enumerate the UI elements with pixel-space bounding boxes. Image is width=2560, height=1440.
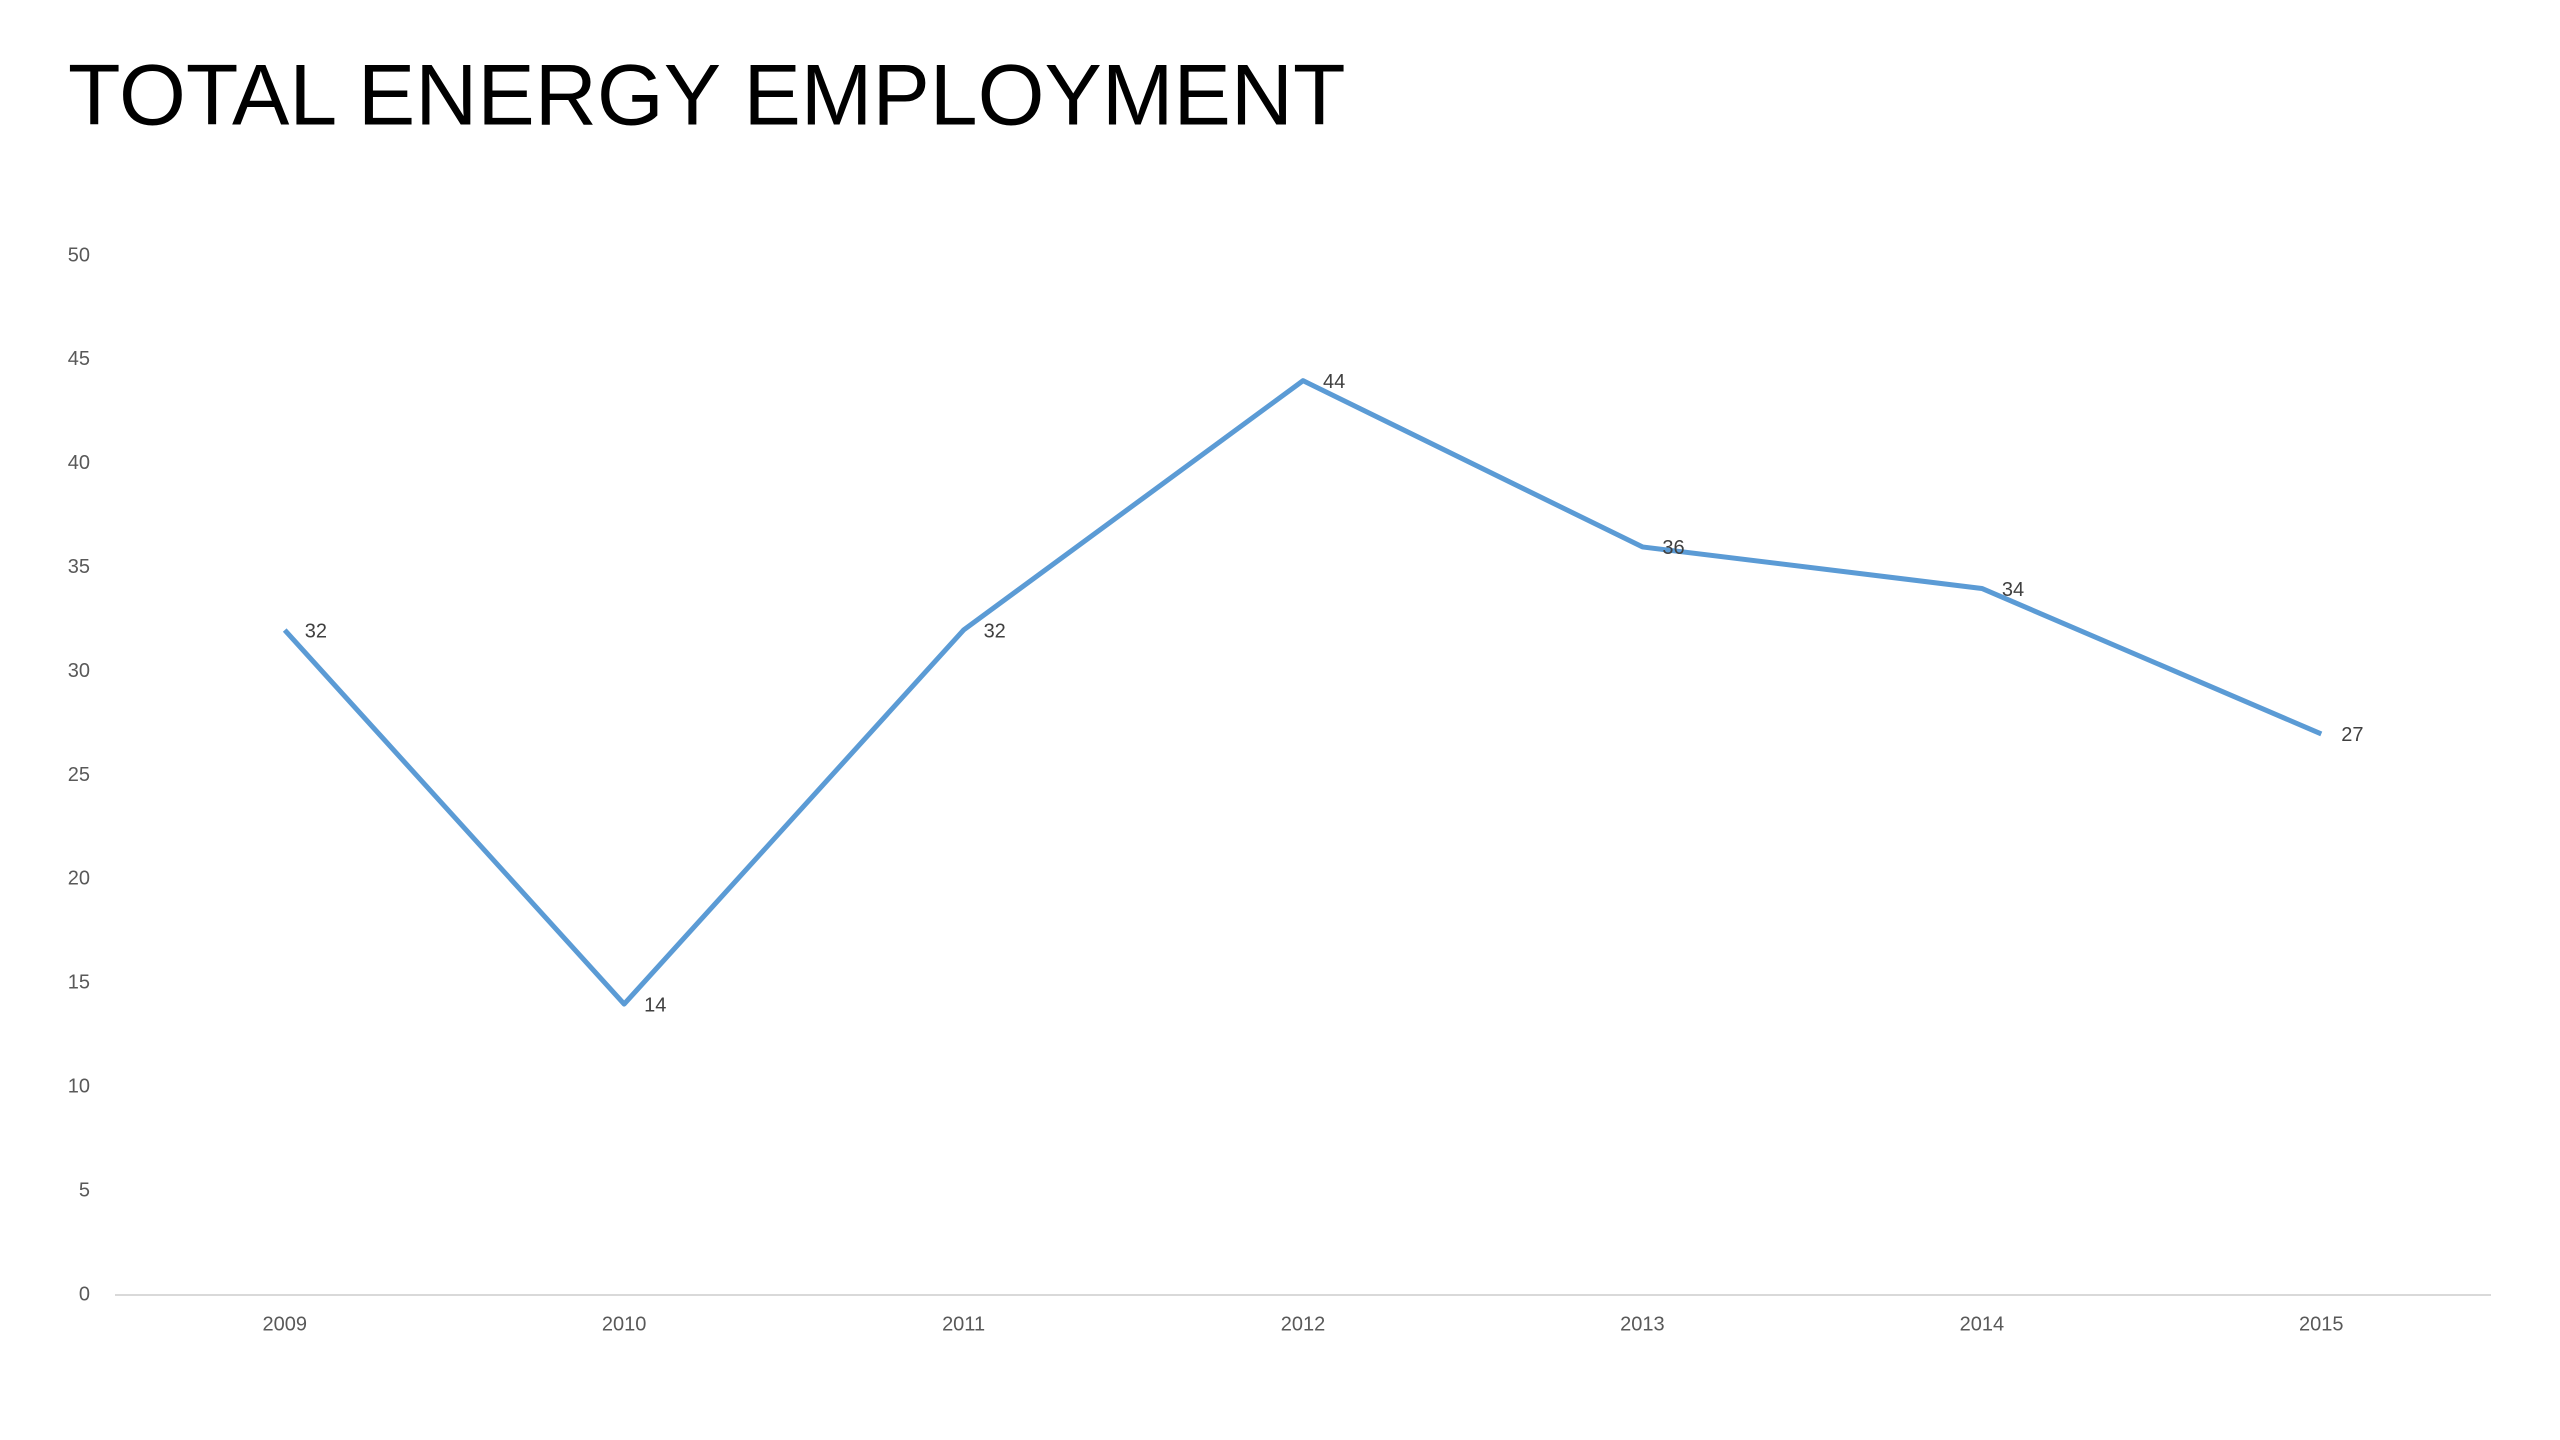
y-tick-label: 5 — [79, 1179, 90, 1201]
data-label: 32 — [305, 620, 327, 642]
y-tick-label: 50 — [68, 244, 90, 266]
y-tick-label: 20 — [68, 868, 90, 890]
data-label: 27 — [2341, 724, 2363, 746]
chart-title: TOTAL ENERGY EMPLOYMENT — [68, 48, 1346, 144]
x-tick-label: 2010 — [602, 1313, 647, 1335]
data-label: 32 — [984, 620, 1006, 642]
x-tick-label: 2013 — [1620, 1313, 1665, 1335]
y-tick-label: 30 — [68, 660, 90, 682]
x-tick-label: 2011 — [942, 1313, 985, 1335]
data-label: 44 — [1323, 371, 1345, 393]
y-tick-label: 0 — [79, 1283, 90, 1305]
data-label: 36 — [1662, 537, 1684, 559]
y-tick-label: 15 — [68, 972, 90, 994]
x-tick-label: 2015 — [2299, 1313, 2344, 1335]
x-tick-label: 2009 — [262, 1313, 307, 1335]
x-tick-label: 2014 — [1960, 1313, 2005, 1335]
y-tick-label: 35 — [68, 556, 90, 578]
y-tick-label: 10 — [68, 1075, 90, 1097]
data-label: 34 — [2002, 579, 2024, 601]
x-tick-label: 2012 — [1281, 1313, 1326, 1335]
y-tick-label: 45 — [68, 348, 90, 370]
y-tick-label: 25 — [68, 764, 90, 786]
data-line — [282, 378, 2323, 1007]
data-label: 14 — [644, 994, 666, 1016]
y-tick-label: 40 — [68, 452, 90, 474]
